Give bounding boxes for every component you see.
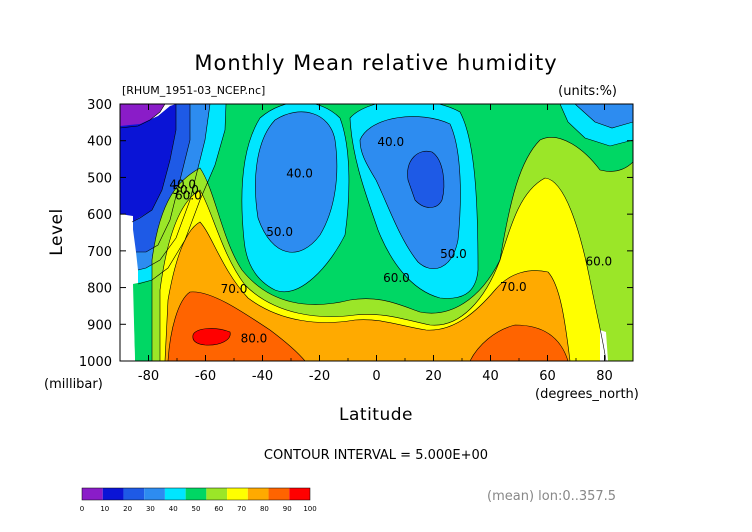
y-tick-label: 600 [87,208,112,223]
contour-label: 40.0 [169,177,196,191]
colorbar-swatch [206,488,228,500]
y-tick-label: 400 [87,135,112,150]
contour-label: 50.0 [172,183,199,197]
colorbar-swatch [227,488,248,500]
chart-title: Monthly Mean relative humidity [194,51,557,75]
x-unit-label: (degrees_north) [535,387,639,402]
band-upper-right-cyan [560,104,633,146]
y-unit-label: (millibar) [44,377,103,392]
band-90-100-right [470,325,568,361]
colorbar-swatch [123,488,145,500]
x-tick-label: -60 [195,369,216,384]
colorbar-label: 10 [100,505,109,513]
contour-interval-text: CONTOUR INTERVAL = 5.000E+00 [264,448,488,463]
colorbar-label: 60 [214,505,223,513]
y-tick-label: 1000 [79,355,112,370]
y-axis-label: Level [47,208,67,255]
band-blue-left-cell [255,111,337,253]
colorbar-label: 50 [192,505,201,513]
x-tick-label: 0 [372,369,380,384]
band-darkblue-core [407,151,444,208]
contour-label: 70.0 [221,282,248,296]
band-10-20 [120,104,176,222]
colorbar-label: 90 [283,505,292,513]
band-20-30 [132,104,190,252]
contour-label: 60.0 [383,271,410,285]
contour-labels: 40.050.060.040.050.040.060.050.070.080.0… [169,135,612,345]
colorbar-swatch [144,488,165,500]
y-tick-label: 700 [87,245,112,260]
colorbar-swatch [289,488,310,500]
x-tick-label: 20 [425,369,442,384]
y-tick-label: 900 [87,318,112,333]
x-tick-label: -40 [252,369,273,384]
x-axis: -80 -60 -40 -20 0 20 40 60 80 [119,104,634,384]
contour-label: 50.0 [440,247,467,261]
colorbar-swatch [247,488,269,500]
y-tick-label: 500 [87,171,112,186]
colorbar-swatch [268,488,290,500]
x-tick-label: -80 [138,369,159,384]
y-tick-label: 800 [87,282,112,297]
band-80-90 [165,222,570,361]
contour-label: 50.0 [266,225,293,239]
y-axis: 300 400 500 600 700 800 900 1000 [79,98,633,370]
band-upper-right-blue [575,104,633,128]
contour-label: 70.0 [500,280,527,294]
contour-label: 60.0 [585,255,612,269]
x-tick-label: 80 [596,369,613,384]
band-80-90-gap [305,348,440,361]
colorbar-label: 80 [260,505,269,513]
contour-label: 40.0 [377,135,404,149]
contour-label: 80.0 [241,332,268,346]
colorbar-label: 30 [146,505,155,513]
x-tick-label: 60 [539,369,556,384]
colorbar-label: 0 [80,505,84,513]
colorbar-label: 40 [169,505,178,513]
colorbar-swatch [102,488,124,500]
colorbar-label: 100 [303,505,316,513]
colorbar-label: 20 [123,505,132,513]
colorbar-swatch [185,488,207,500]
colorbar-swatch [82,488,103,500]
colorbar: 0 10 20 30 40 50 60 70 80 90 100 [80,487,317,513]
band-0-10 [120,104,165,128]
colorbar-label: 70 [237,505,246,513]
units-label: (units:%) [558,84,617,99]
x-tick-label: 40 [482,369,499,384]
colorbar-frame [81,487,311,501]
contour-label: 60.0 [175,188,202,202]
contour-plot-area [120,104,633,361]
x-tick-label: -20 [309,369,330,384]
file-label: [RHUM_1951-03_NCEP.nc] [122,84,265,97]
contour-label: 40.0 [286,166,313,180]
y-tick-label: 300 [87,98,112,113]
x-axis-label: Latitude [339,405,413,425]
averaging-text: (mean) lon:0..357.5 [487,489,616,504]
band-30-40 [136,104,210,270]
band-100-core [192,328,231,346]
band-40-50 [138,104,226,284]
colorbar-swatch [164,488,186,500]
